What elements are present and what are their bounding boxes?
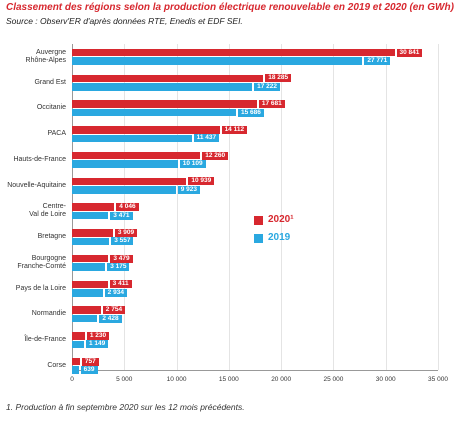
bar (72, 254, 109, 263)
y-tick-label: Grand Est (34, 78, 66, 86)
bar (72, 108, 237, 117)
legend-swatch (254, 234, 263, 243)
bar (72, 366, 79, 374)
value-label: 2 428 (99, 314, 122, 323)
bar (72, 48, 395, 57)
grid-line (176, 44, 178, 370)
bar (72, 126, 220, 134)
chart-subtitle: Source : Observ'ER d'après données RTE, … (6, 16, 243, 26)
y-tick-label: Corse (47, 361, 66, 369)
value-label: 9 923 (177, 185, 201, 194)
value-label: 27 771 (364, 57, 391, 66)
bar (72, 357, 80, 366)
value-label: 4 046 (116, 203, 139, 212)
value-label: 3 175 (107, 263, 130, 272)
value-label: 10 109 (179, 160, 206, 169)
bar (72, 289, 103, 297)
y-tick-label: Pays de la Loire (15, 284, 66, 292)
value-label: 3 479 (110, 254, 133, 263)
value-label: 639 (80, 366, 98, 375)
value-label: 2 934 (104, 288, 127, 297)
bar (72, 177, 187, 186)
bar (72, 186, 176, 194)
y-tick-label: Centre- Val de Loire (29, 203, 66, 219)
value-label: 17 681 (258, 100, 285, 109)
value-label: 3 411 (109, 280, 132, 289)
value-label: 3 471 (110, 211, 133, 220)
grid-line (385, 44, 387, 370)
bar (72, 134, 192, 143)
x-tick-label: 35 000 (428, 376, 448, 383)
value-label: 10 939 (188, 177, 215, 186)
grid-line (281, 44, 283, 370)
x-axis (72, 370, 438, 371)
value-label: 3 909 (114, 228, 138, 237)
bar (72, 229, 113, 237)
value-label: 11 437 (193, 134, 220, 143)
value-label: 757 (81, 357, 99, 366)
bar (72, 160, 178, 168)
y-tick-label: PACA (47, 130, 66, 138)
x-tick-label: 30 000 (375, 376, 396, 383)
legend-label: 2020¹ (268, 214, 294, 225)
bar (72, 57, 363, 65)
chart-title: Classement des régions selon la producti… (6, 2, 454, 13)
bar (72, 263, 106, 271)
x-tick-label: 15 000 (218, 376, 239, 383)
bar (72, 306, 101, 314)
x-tick-label: 0 (70, 376, 74, 383)
value-label: 17 222 (254, 82, 280, 91)
x-tick-label: 5 000 (116, 376, 133, 383)
bar (72, 211, 109, 220)
bar (72, 74, 264, 83)
value-label: 15 686 (238, 108, 264, 117)
bar (72, 340, 84, 349)
legend-label: 2019 (268, 232, 291, 243)
bar (72, 83, 253, 91)
value-label: 30 841 (396, 48, 423, 57)
x-tick-label: 20 000 (271, 376, 292, 383)
bar (72, 151, 201, 160)
bar (72, 237, 110, 246)
value-label: 18 285 (265, 74, 292, 83)
y-tick-label: Normandie (31, 310, 66, 318)
x-tick-label: 10 000 (166, 376, 187, 383)
value-label: 1 230 (86, 331, 110, 340)
y-tick-label: Île-de-France (24, 336, 66, 344)
bar (72, 332, 85, 340)
value-label: 12 260 (202, 151, 229, 160)
bar (72, 280, 108, 289)
legend-swatch (254, 216, 263, 225)
grid-line (228, 44, 230, 370)
value-label: 14 112 (221, 125, 248, 134)
y-tick-label: Auvergne Rhône-Alpes (25, 48, 66, 64)
y-tick-label: Bourgogne Franche-Comté (17, 254, 66, 270)
x-tick-label: 25 000 (323, 376, 344, 383)
y-tick-label: Occitanie (36, 104, 66, 112)
value-label: 2 754 (102, 306, 126, 315)
bar (72, 203, 115, 211)
grid-line (333, 44, 335, 370)
grid-line (438, 44, 439, 370)
bar (72, 100, 257, 108)
y-tick-label: Nouvelle-Aquitaine (7, 181, 66, 189)
bar (72, 314, 98, 323)
y-tick-label: Bretagne (37, 233, 66, 241)
y-tick-label: Hauts-de-France (13, 155, 66, 163)
value-label: 1 149 (86, 340, 109, 349)
footnote: 1. Production à fin septembre 2020 sur l… (6, 402, 245, 412)
value-label: 3 557 (111, 237, 134, 246)
